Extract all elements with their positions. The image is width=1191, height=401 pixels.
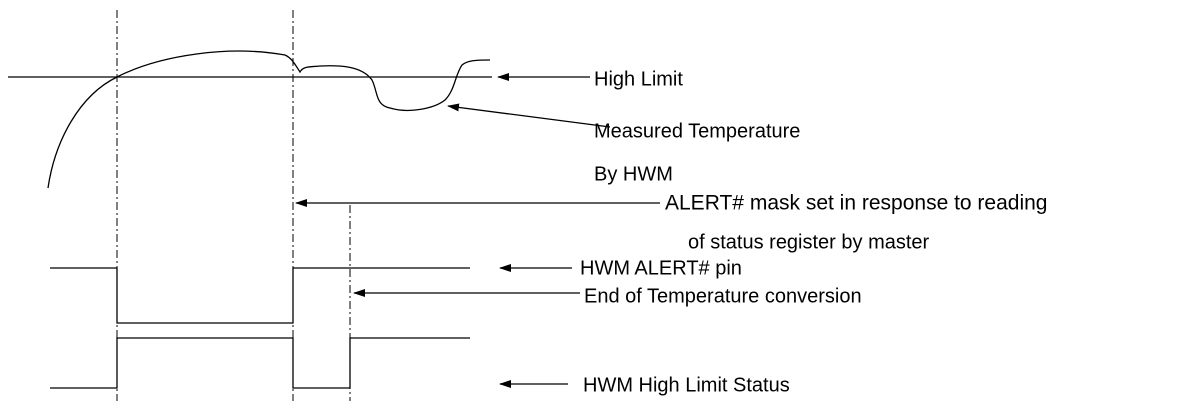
- label: HWM High Limit Status: [583, 374, 790, 396]
- arrow: [447, 103, 611, 128]
- label: Measured Temperature: [594, 120, 800, 142]
- label: High Limit: [594, 68, 683, 90]
- label: of status register by master: [688, 231, 930, 253]
- label: HWM ALERT# pin: [580, 257, 742, 279]
- label: By HWM: [594, 163, 673, 185]
- limit-status-waveform: [50, 337, 470, 389]
- label: End of Temperature conversion: [584, 285, 862, 307]
- label: ALERT# mask set in response to reading: [665, 192, 1047, 215]
- temperature-curve: [47, 50, 491, 189]
- alert-pin-waveform: [50, 267, 470, 324]
